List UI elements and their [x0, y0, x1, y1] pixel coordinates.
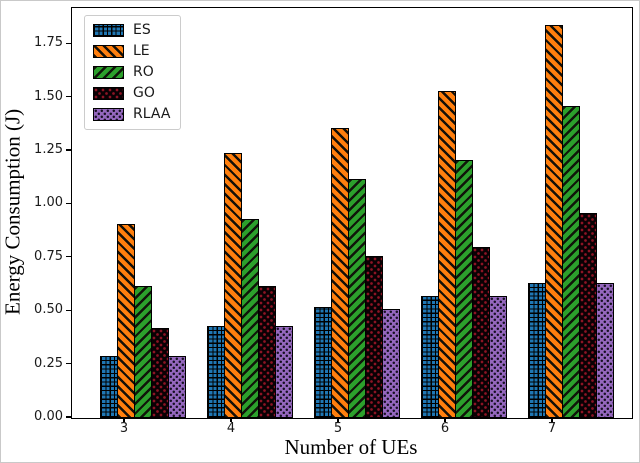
- bar-RLAA-ue3: [167, 356, 186, 418]
- y-tick-label: 1.00: [34, 195, 63, 211]
- x-tick-mark: [230, 418, 232, 422]
- legend-item-RLAA: RLAA: [93, 107, 170, 122]
- bar-RLAA-ue6: [488, 296, 507, 418]
- bar-ES-ue5: [313, 306, 332, 418]
- legend-swatch-ES: [93, 24, 124, 37]
- bar-RO-ue5: [347, 178, 366, 418]
- y-tick-label: 0.75: [34, 248, 63, 264]
- legend-item-GO: GO: [93, 86, 170, 101]
- bar-ES-ue3: [99, 356, 118, 418]
- y-tick-mark: [66, 309, 71, 311]
- bar-RO-ue3: [133, 285, 152, 418]
- y-tick-mark: [66, 363, 71, 365]
- bar-LE-ue4: [223, 153, 242, 418]
- x-tick-mark: [444, 418, 446, 422]
- x-tick-label: 7: [547, 421, 557, 436]
- y-tick-label: 0.00: [34, 409, 63, 424]
- bar-RO-ue6: [454, 159, 473, 418]
- bar-LE-ue7: [544, 25, 563, 418]
- legend-item-RO: RO: [93, 65, 170, 80]
- bar-RO-ue7: [561, 106, 580, 418]
- bar-GO-ue7: [578, 213, 597, 418]
- legend-label-LE: LE: [133, 43, 150, 59]
- x-tick-mark: [337, 418, 339, 422]
- legend-swatch-LE: [93, 45, 124, 58]
- x-tick-mark: [123, 418, 125, 422]
- y-tick-mark: [66, 256, 71, 258]
- legend: ES LE RO GO RLAA: [84, 15, 182, 130]
- legend-item-ES: ES: [93, 23, 170, 38]
- legend-swatch-RLAA: [93, 108, 124, 121]
- y-tick-mark: [66, 149, 71, 151]
- bar-RLAA-ue7: [595, 283, 614, 418]
- bar-ES-ue6: [420, 296, 439, 418]
- bar-GO-ue6: [471, 247, 490, 418]
- bar-RLAA-ue4: [274, 326, 293, 418]
- bar-LE-ue5: [330, 127, 349, 418]
- bar-ES-ue4: [206, 326, 225, 418]
- legend-swatch-RO: [93, 66, 124, 79]
- y-tick-label: 1.50: [34, 88, 63, 104]
- bar-LE-ue3: [116, 223, 135, 418]
- legend-label-GO: GO: [133, 85, 155, 101]
- bar-LE-ue6: [437, 91, 456, 418]
- bar-GO-ue3: [150, 328, 169, 418]
- x-axis-label: Number of UEs: [284, 435, 418, 459]
- y-tick-label: 1.25: [34, 142, 63, 158]
- x-tick-label: 5: [333, 421, 343, 436]
- legend-label-ES: ES: [133, 22, 151, 38]
- bar-GO-ue5: [364, 255, 383, 418]
- legend-label-RLAA: RLAA: [133, 106, 171, 122]
- legend-label-RO: RO: [133, 64, 154, 80]
- bar-RLAA-ue5: [381, 309, 400, 418]
- legend-swatch-GO: [93, 87, 124, 100]
- x-tick-label: 3: [119, 421, 129, 436]
- y-tick-mark: [66, 416, 71, 418]
- x-tick-label: 6: [440, 421, 450, 436]
- y-tick-mark: [66, 96, 71, 98]
- legend-item-LE: LE: [93, 44, 170, 59]
- x-tick-label: 4: [226, 421, 236, 436]
- bar-RO-ue4: [240, 219, 259, 418]
- bar-GO-ue4: [257, 285, 276, 418]
- y-tick-label: 0.50: [34, 302, 63, 318]
- y-tick-label: 0.25: [34, 355, 63, 371]
- y-tick-mark: [66, 202, 71, 205]
- x-tick-mark: [551, 418, 553, 422]
- y-axis-label: Energy Consumption (J): [0, 108, 25, 316]
- bar-ES-ue7: [527, 283, 546, 418]
- y-tick-mark: [66, 42, 71, 44]
- y-tick-label: 1.75: [34, 35, 63, 51]
- plot-area: ES LE RO GO RLAA: [71, 7, 633, 419]
